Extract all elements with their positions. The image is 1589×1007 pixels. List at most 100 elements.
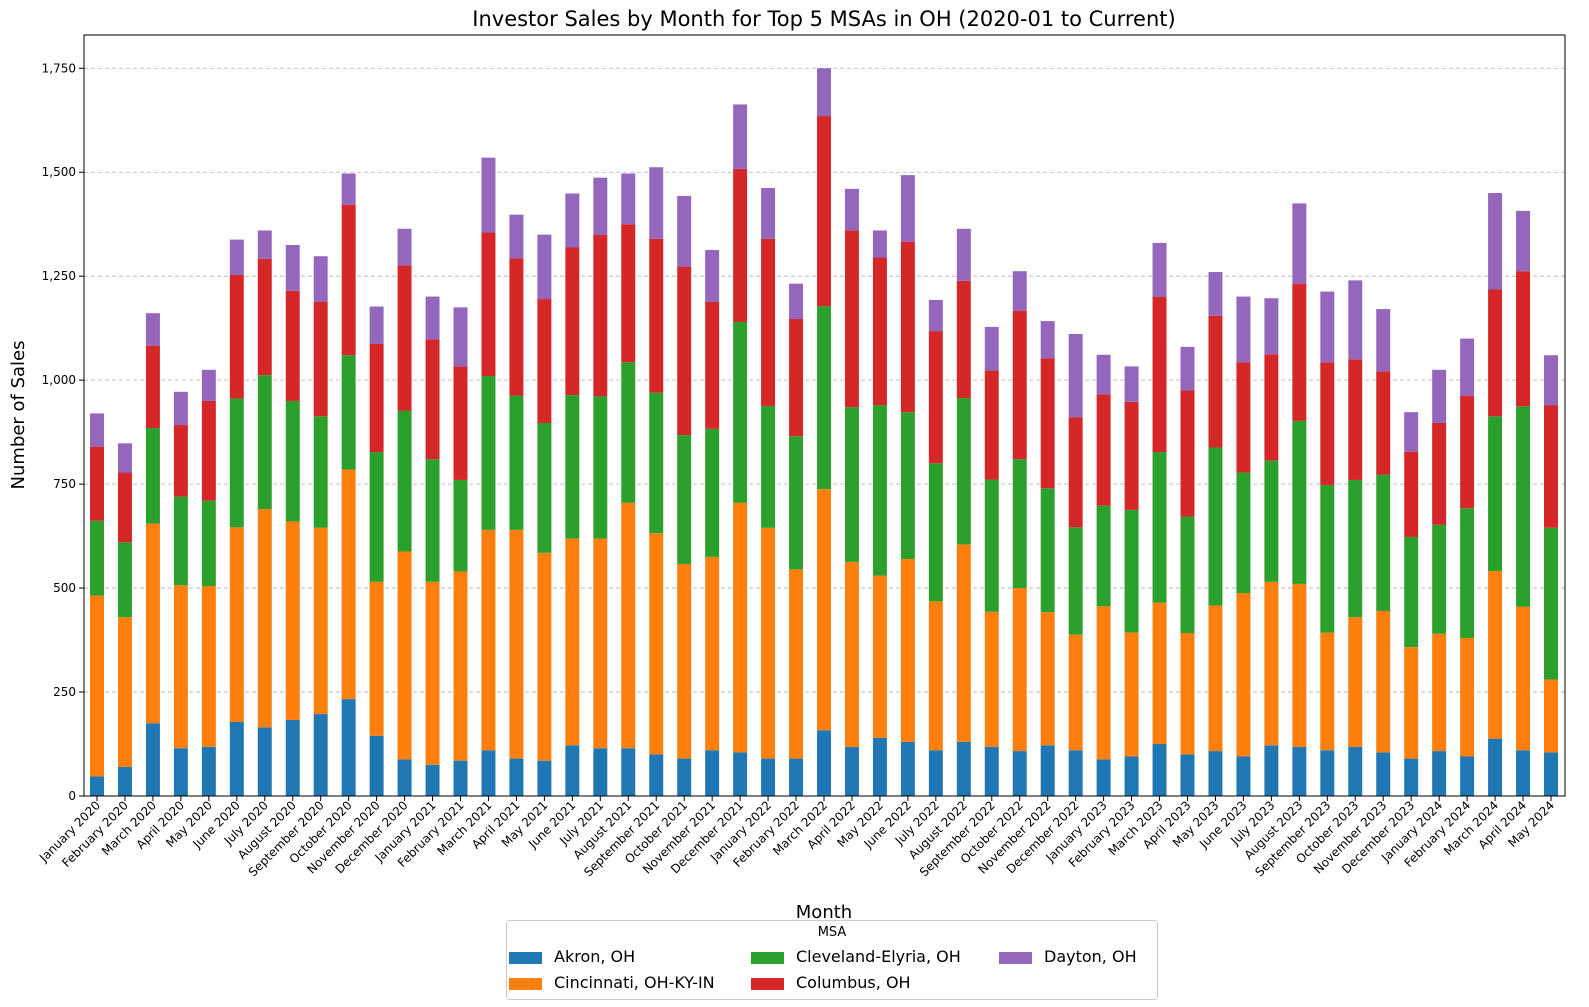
bar-segment	[1432, 751, 1447, 796]
bar-segment	[1096, 354, 1111, 395]
bar-segment	[817, 489, 831, 731]
legend-item: Cincinnati, OH-KY-IN	[509, 973, 715, 992]
bar-segment	[1348, 359, 1363, 480]
bar-segment	[928, 601, 943, 751]
bar-segment	[1376, 610, 1391, 753]
bar-segment	[1460, 338, 1475, 396]
bars	[90, 68, 1558, 796]
bar-segment	[1040, 321, 1055, 359]
bar-segment	[453, 760, 468, 796]
bar-segment	[481, 375, 496, 530]
bar-segment	[1096, 394, 1111, 506]
bar-segment	[425, 296, 440, 340]
bar-segment	[369, 306, 384, 344]
bar-segment	[201, 746, 216, 796]
bar-segment	[1040, 745, 1055, 796]
bar-segment	[844, 230, 859, 408]
bar-segment	[1516, 750, 1531, 796]
bar-segment	[705, 301, 720, 429]
bar-segment	[313, 527, 328, 715]
y-tick-label: 750	[53, 477, 76, 491]
bar-segment	[1292, 746, 1307, 796]
bar-segment	[537, 422, 552, 553]
bar-segment	[201, 500, 216, 586]
bar-segment	[90, 520, 104, 596]
bar-segment	[537, 299, 552, 423]
bar-segment	[621, 362, 636, 503]
bar-segment	[1068, 634, 1083, 751]
y-tick-label: 1,500	[42, 165, 76, 179]
bar-segment	[257, 258, 272, 376]
legend-swatch	[999, 951, 1032, 964]
bar-segment	[1208, 447, 1223, 606]
bar-segment	[509, 529, 524, 759]
bar-segment	[677, 563, 692, 759]
legend-swatch	[751, 951, 784, 964]
legend-swatch	[751, 977, 784, 990]
bar-segment	[900, 412, 915, 559]
bar-segment	[1376, 752, 1391, 796]
bar-segment	[928, 463, 943, 602]
bar-segment	[117, 617, 132, 767]
legend-title: MSA	[817, 925, 847, 940]
y-axis-ticks: 0 250 500 750 1,000 1,250 1,500 1,750	[42, 61, 84, 803]
bar-segment	[1180, 516, 1195, 633]
bar-segment	[900, 558, 915, 742]
bar-segment	[1180, 632, 1195, 755]
bar-segment	[705, 556, 720, 751]
bar-segment	[956, 398, 971, 545]
bar-segment	[1068, 750, 1083, 796]
bar-segment	[90, 446, 104, 521]
bar-segment	[1180, 390, 1195, 517]
bar-segment	[956, 228, 971, 281]
bar-segment	[1348, 617, 1363, 747]
bar-segment	[369, 581, 384, 736]
bar-segment	[872, 405, 887, 576]
bar-segment	[257, 509, 272, 728]
bar-segment	[537, 552, 552, 761]
bar-segment	[677, 435, 692, 564]
bar-segment	[481, 232, 496, 376]
bar-segment	[1348, 479, 1363, 618]
bar-segment	[341, 469, 356, 700]
bar-segment	[369, 735, 384, 796]
bar-segment	[453, 479, 468, 572]
bar-segment	[1460, 395, 1475, 509]
bar-segment	[173, 585, 188, 749]
bar-segment	[1040, 358, 1055, 489]
bar-segment	[229, 239, 244, 275]
bar-segment	[1544, 679, 1558, 753]
bar-segment	[1460, 637, 1475, 757]
legend-label: Dayton, OH	[1044, 947, 1137, 966]
bar-segment	[369, 452, 384, 582]
bar-segment	[984, 326, 999, 371]
bar-segment	[1544, 405, 1558, 528]
bar-segment	[1264, 581, 1279, 746]
bar-segment	[425, 459, 440, 582]
bar-segment	[565, 395, 580, 539]
bar-segment	[1376, 309, 1391, 372]
bar-segment	[1012, 310, 1027, 460]
bar-segment	[1404, 412, 1419, 452]
bar-segment	[117, 766, 132, 796]
bar-segment	[621, 502, 636, 749]
y-axis-label: Number of Sales	[8, 340, 29, 489]
bar-segment	[1012, 271, 1027, 311]
x-axis-label: Month	[796, 902, 852, 923]
bar-segment	[649, 392, 664, 534]
bar-segment	[201, 400, 216, 501]
y-tick-label: 1,250	[42, 269, 76, 283]
bar-segment	[1124, 756, 1139, 796]
bar-segment	[1208, 272, 1223, 316]
bar-segment	[1264, 298, 1279, 355]
bar-segment	[1068, 527, 1083, 635]
bar-segment	[872, 575, 887, 738]
bar-segment	[537, 234, 552, 300]
bar-segment	[1488, 738, 1503, 796]
bar-segment	[817, 116, 831, 307]
bar-segment	[509, 214, 524, 259]
y-tick-label: 1,750	[42, 61, 76, 75]
bar-segment	[1544, 355, 1558, 406]
bar-segment	[956, 544, 971, 742]
